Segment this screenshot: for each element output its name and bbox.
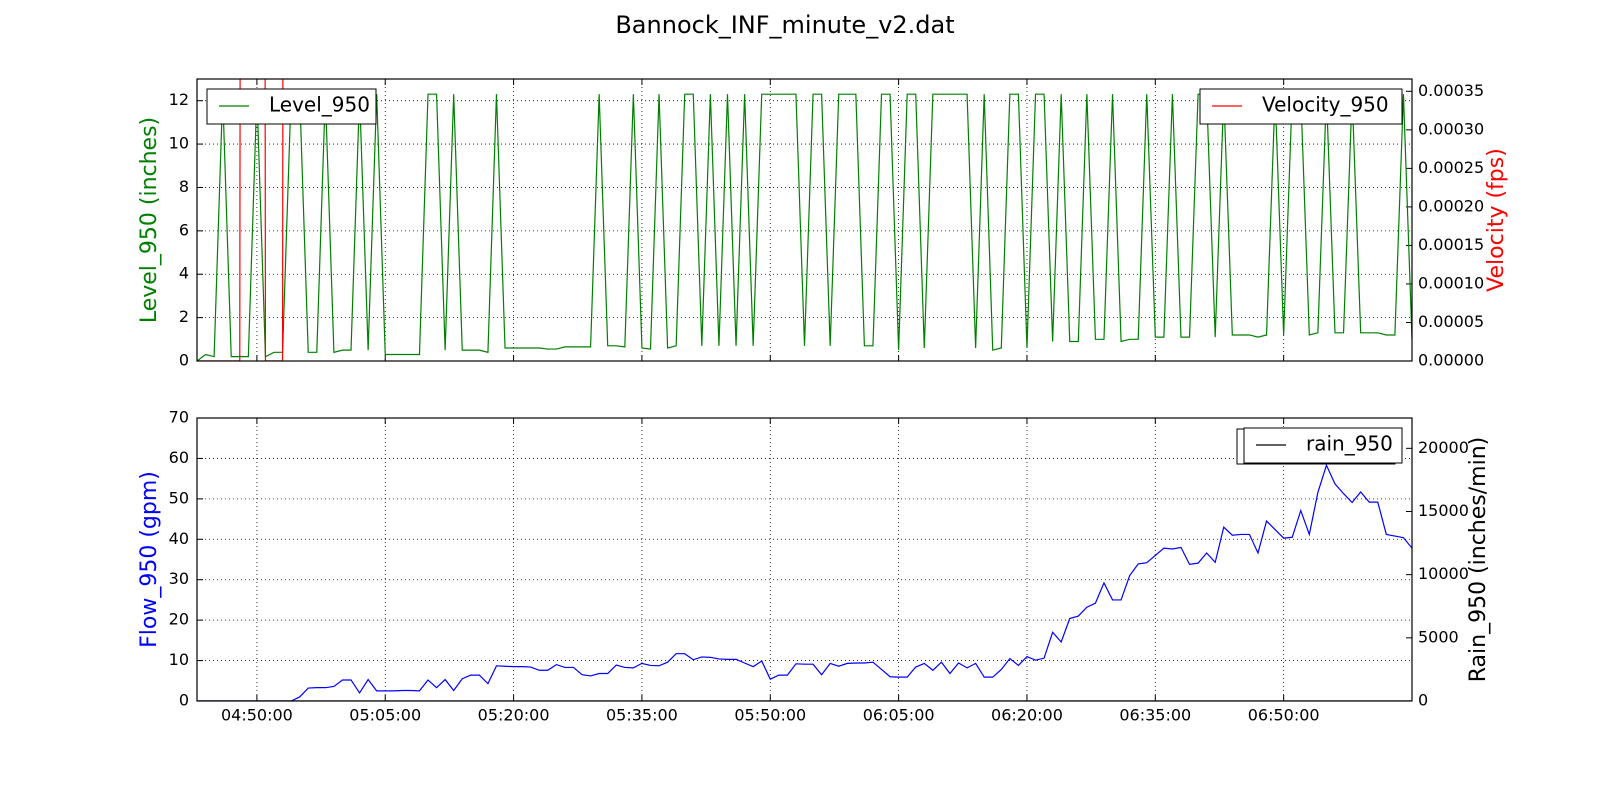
y-tick-label: 20 bbox=[169, 610, 189, 629]
y2-tick-label: 0.00010 bbox=[1418, 273, 1484, 292]
x-tick-label: 06:50:00 bbox=[1248, 706, 1320, 725]
y2-tick-label: 0.00035 bbox=[1418, 81, 1484, 100]
y2-tick-label: 0.00005 bbox=[1418, 312, 1484, 331]
y2-tick-label: 10000 bbox=[1418, 564, 1469, 583]
y2-tick-label: 0 bbox=[1418, 691, 1428, 710]
x-tick-label: 05:05:00 bbox=[349, 706, 421, 725]
data-line bbox=[197, 463, 1412, 701]
y-tick-label: 10 bbox=[169, 650, 189, 669]
y2-tick-label: 0.00000 bbox=[1418, 351, 1484, 370]
y-tick-label: 10 bbox=[169, 134, 189, 153]
y2-axis-label: Rain_950 (inches/min) bbox=[1466, 437, 1491, 682]
axes-frame bbox=[196, 417, 1413, 702]
y2-axis-label: Velocity (fps) bbox=[1484, 148, 1509, 292]
x-tick-label: 06:20:00 bbox=[991, 706, 1063, 725]
y-tick-label: 50 bbox=[169, 488, 189, 507]
y-tick-label: 70 bbox=[169, 408, 189, 427]
y-tick-label: 6 bbox=[179, 220, 189, 239]
data-line bbox=[197, 93, 1412, 361]
x-tick-label: 05:50:00 bbox=[734, 706, 806, 725]
y2-tick-label: 20000 bbox=[1418, 438, 1469, 457]
x-tick-label: 04:50:00 bbox=[221, 706, 293, 725]
y2-tick-label: 0.00025 bbox=[1418, 158, 1484, 177]
y-tick-label: 2 bbox=[179, 307, 189, 326]
legend-label: rain_950 bbox=[1306, 432, 1393, 456]
x-tick-label: 05:35:00 bbox=[606, 706, 678, 725]
y-axis-label: Flow_950 (gpm) bbox=[137, 471, 162, 648]
y-tick-label: 40 bbox=[169, 529, 189, 548]
y-tick-label: 60 bbox=[169, 448, 189, 467]
y-tick-label: 8 bbox=[179, 177, 189, 196]
y-axis-label: Level_950 (inches) bbox=[137, 117, 162, 323]
y2-tick-label: 0.00015 bbox=[1418, 235, 1484, 254]
y-tick-label: 12 bbox=[169, 90, 189, 109]
y-tick-label: 0 bbox=[179, 691, 189, 710]
y-tick-label: 0 bbox=[179, 351, 189, 370]
y-tick-label: 4 bbox=[179, 264, 189, 283]
axes-frame bbox=[196, 78, 1413, 362]
x-tick-label: 05:20:00 bbox=[478, 706, 550, 725]
y2-tick-label: 0.00030 bbox=[1418, 119, 1484, 138]
y2-tick-label: 5000 bbox=[1418, 627, 1459, 646]
y2-tick-label: 15000 bbox=[1418, 501, 1469, 520]
y2-tick-label: 0.00020 bbox=[1418, 196, 1484, 215]
legend-label: Velocity_950 bbox=[1262, 93, 1389, 117]
y-tick-label: 30 bbox=[169, 569, 189, 588]
legend-label: Level_950 bbox=[269, 93, 370, 117]
chart-title: Bannock_INF_minute_v2.dat bbox=[615, 11, 954, 39]
x-tick-label: 06:35:00 bbox=[1119, 706, 1191, 725]
x-tick-label: 06:05:00 bbox=[863, 706, 935, 725]
